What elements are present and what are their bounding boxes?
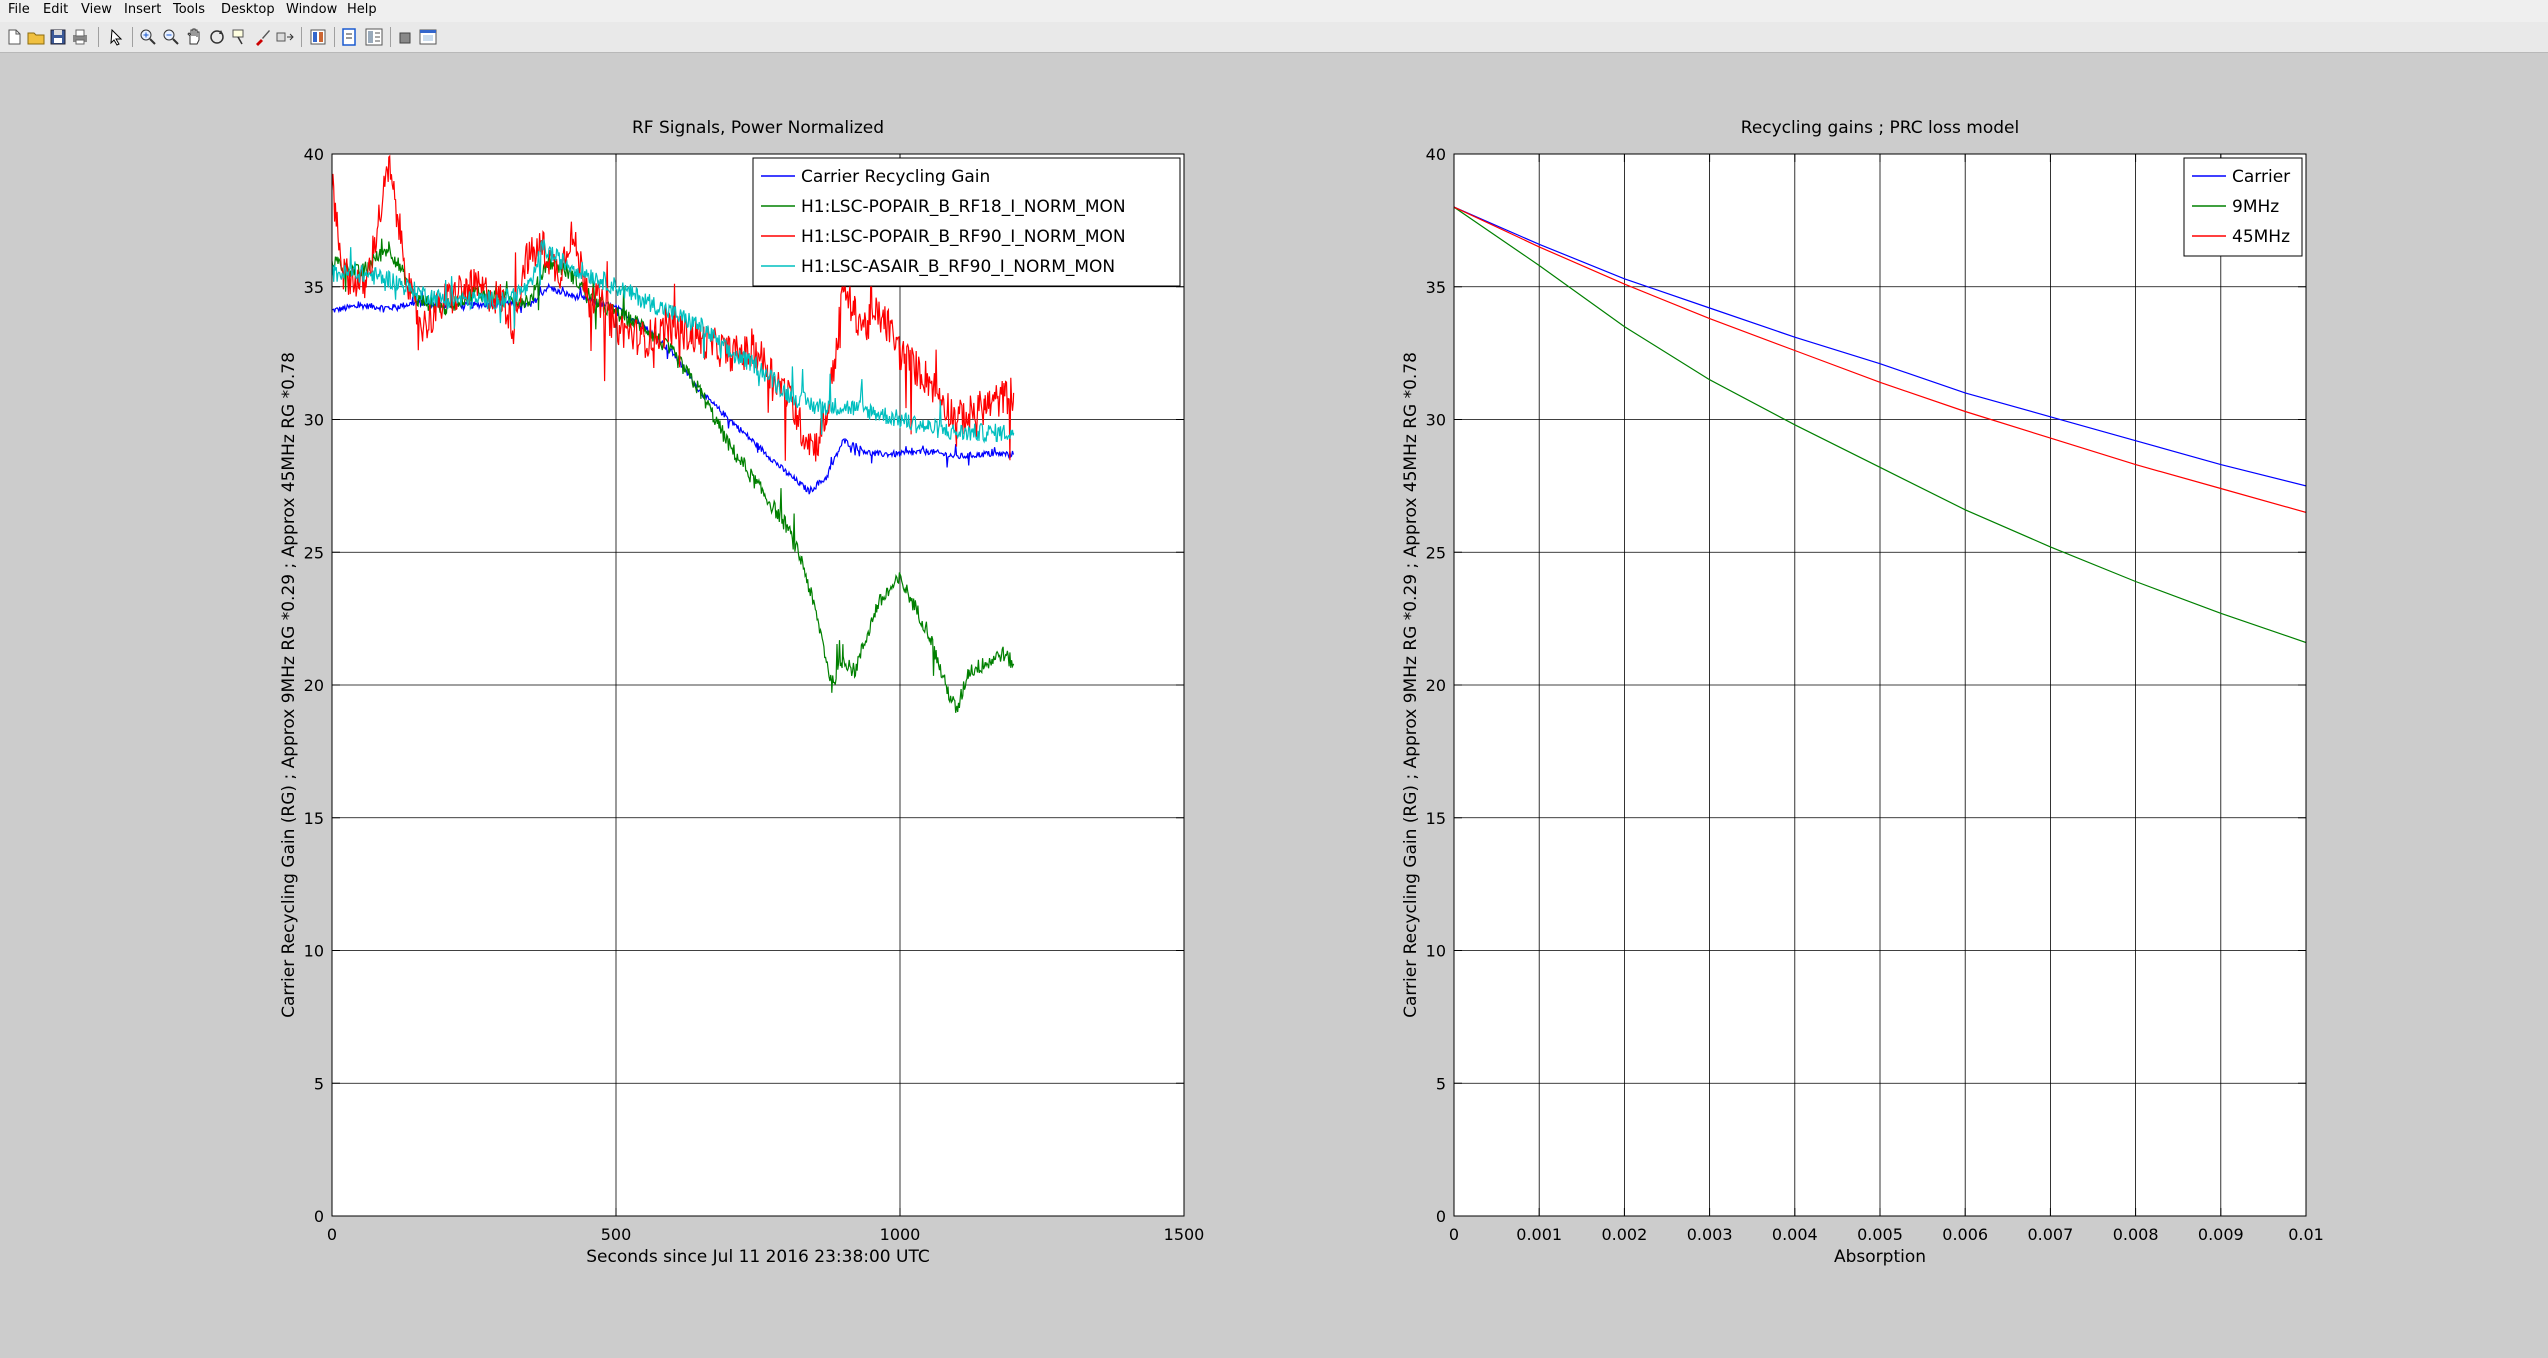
toolbar-separator [301, 27, 302, 47]
series-line-1 [332, 238, 1015, 713]
right-axes[interactable]: 0 0.001 0.002 0.003 0.004 0.005 0.006 0.007 0.00… [1401, 118, 2324, 1267]
y-tick-label: 5 [1436, 1074, 1446, 1093]
x-tick-label: 0.007 [2027, 1225, 2073, 1244]
pan-hand-icon[interactable] [184, 27, 204, 47]
menu-bar: File Edit View Insert Tools Desktop Wind… [0, 0, 2548, 22]
y-tick-label: 25 [304, 543, 324, 562]
legend-label: 9MHz [2232, 197, 2279, 217]
left-axes-series [332, 154, 1015, 713]
y-tick-label: 15 [1426, 809, 1446, 828]
right-legend[interactable]: Carrier 9MHz 45MHz [2183, 157, 2303, 257]
y-tick-label: 35 [1426, 278, 1446, 297]
menu-tools[interactable]: Tools [173, 2, 206, 17]
right-x-axis-label: Absorption [1834, 1247, 1926, 1267]
series-line-3 [332, 239, 1015, 444]
y-tick-label: 10 [1426, 942, 1446, 961]
x-tick-label: 0.004 [1772, 1225, 1818, 1244]
left-y-axis-label: Carrier Recycling Gain (RG) ; Approx 9MH… [279, 352, 299, 1018]
menu-view[interactable]: View [81, 2, 112, 17]
left-axes-ticks: 0 500 1000 1500 0 5 10 15 20 25 30 35 40 [304, 145, 1205, 1244]
menu-file[interactable]: File [8, 2, 30, 17]
left-axes[interactable]: 0 500 1000 1500 0 5 10 15 20 25 30 35 40 RF Signals,… [279, 118, 1204, 1267]
menu-desktop[interactable]: Desktop [221, 2, 275, 17]
save-icon[interactable] [48, 27, 68, 47]
y-tick-label: 30 [1426, 411, 1446, 430]
y-tick-label: 20 [1426, 676, 1446, 695]
y-tick-label: 30 [304, 411, 324, 430]
menu-help[interactable]: Help [347, 2, 377, 17]
y-tick-label: 0 [1436, 1207, 1446, 1226]
x-tick-label: 0 [1449, 1225, 1459, 1244]
y-tick-label: 0 [314, 1207, 324, 1226]
x-tick-label: 0.009 [2198, 1225, 2244, 1244]
x-tick-label: 0.006 [1942, 1225, 1988, 1244]
print-icon[interactable] [70, 27, 90, 47]
right-axes-series [1454, 206, 2306, 644]
x-tick-label: 0 [327, 1225, 337, 1244]
series-line-0 [332, 282, 1014, 495]
left-axes-grid [332, 154, 1184, 1216]
menu-edit[interactable]: Edit [43, 2, 69, 17]
toolbar-separator [132, 27, 133, 47]
toolbar [0, 22, 2548, 53]
right-axes-grid [1454, 154, 2306, 1216]
legend-box [752, 157, 1181, 287]
left-legend[interactable]: Carrier Recycling Gain H1:LSC-POPAIR_B_RF… [752, 157, 1181, 287]
series-line-2 [1454, 206, 2306, 513]
legend-label: H1:LSC-POPAIR_B_RF18_I_NORM_MON [801, 197, 1126, 217]
x-tick-label: 1500 [1164, 1225, 1205, 1244]
right-y-axis-label: Carrier Recycling Gain (RG) ; Approx 9MH… [1401, 352, 1421, 1018]
x-tick-label: 0.01 [2288, 1225, 2324, 1244]
y-tick-label: 5 [314, 1074, 324, 1093]
toolbar-separator [98, 27, 99, 47]
right-chart-title: Recycling gains ; PRC loss model [1741, 118, 2019, 138]
link-plot-icon[interactable] [275, 27, 295, 47]
y-tick-label: 25 [1426, 543, 1446, 562]
data-cursor-icon[interactable] [230, 27, 250, 47]
left-chart-title: RF Signals, Power Normalized [632, 118, 884, 138]
x-tick-label: 0.008 [2113, 1225, 2159, 1244]
y-tick-label: 10 [304, 942, 324, 961]
legend-label: Carrier Recycling Gain [801, 167, 990, 187]
menu-insert[interactable]: Insert [124, 2, 162, 17]
zoom-out-icon[interactable] [161, 27, 181, 47]
x-tick-label: 0.002 [1601, 1225, 1647, 1244]
toolbar-separator [334, 27, 335, 47]
new-figure-icon[interactable] [4, 27, 24, 47]
legend-label: Carrier [2232, 167, 2290, 187]
x-tick-label: 500 [601, 1225, 632, 1244]
hide-plot-tools-icon[interactable] [364, 27, 384, 47]
menu-window[interactable]: Window [286, 2, 338, 17]
y-tick-label: 15 [304, 809, 324, 828]
insert-colorbar-icon[interactable] [308, 27, 328, 47]
x-tick-label: 0.001 [1516, 1225, 1562, 1244]
x-tick-label: 1000 [880, 1225, 921, 1244]
legend-label: H1:LSC-POPAIR_B_RF90_I_NORM_MON [801, 227, 1126, 247]
right-axes-ticks: 0 0.001 0.002 0.003 0.004 0.005 0.006 0.007 0.00… [1426, 145, 2324, 1244]
y-tick-label: 40 [304, 145, 324, 164]
brush-icon[interactable] [253, 27, 273, 47]
series-line-0 [1454, 206, 2306, 487]
edit-plot-arrow-icon[interactable] [106, 27, 126, 47]
toolbar-separator [390, 27, 391, 47]
legend-box [2183, 157, 2303, 257]
show-plot-tools-icon[interactable] [418, 27, 438, 47]
insert-legend-icon[interactable] [340, 27, 360, 47]
x-tick-label: 0.005 [1857, 1225, 1903, 1244]
y-tick-label: 40 [1426, 145, 1446, 164]
legend-label: 45MHz [2232, 227, 2290, 247]
rotate-3d-icon[interactable] [207, 27, 227, 47]
hide-figure-icon[interactable] [396, 27, 416, 47]
y-tick-label: 35 [304, 278, 324, 297]
y-tick-label: 20 [304, 676, 324, 695]
zoom-in-icon[interactable] [138, 27, 158, 47]
x-tick-label: 0.003 [1687, 1225, 1733, 1244]
open-file-icon[interactable] [26, 27, 46, 47]
series-line-1 [1454, 206, 2306, 644]
legend-label: H1:LSC-ASAIR_B_RF90_I_NORM_MON [801, 257, 1115, 277]
left-x-axis-label: Seconds since Jul 11 2016 23:38:00 UTC [586, 1247, 929, 1267]
